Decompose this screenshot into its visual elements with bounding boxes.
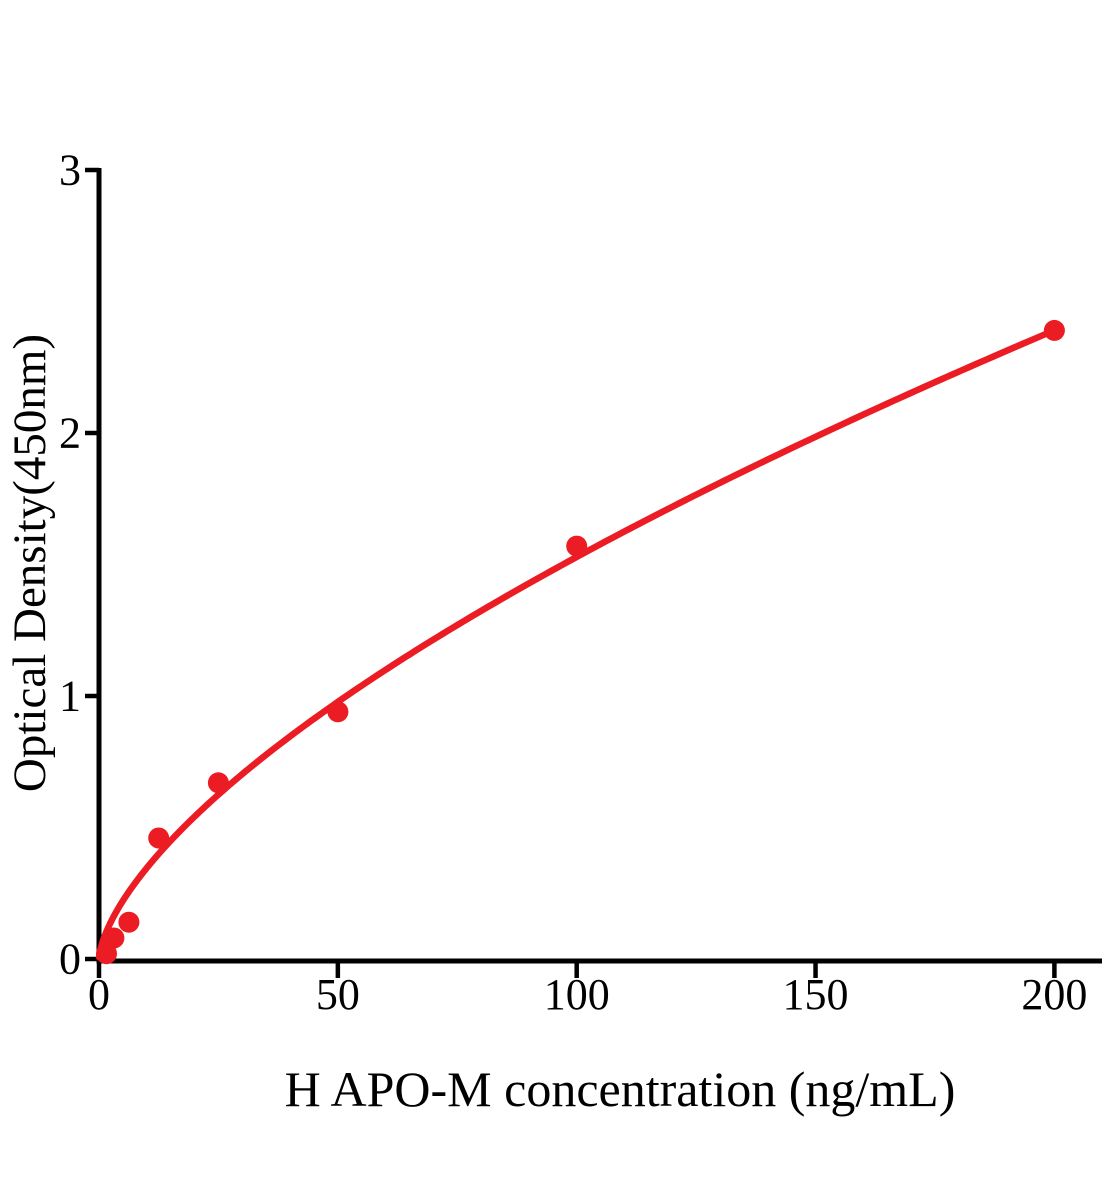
data-point bbox=[566, 535, 588, 557]
y-tick-label: 1 bbox=[59, 672, 81, 721]
data-point bbox=[207, 772, 229, 794]
y-tick-label: 0 bbox=[59, 935, 81, 984]
data-series-layer bbox=[95, 319, 1065, 965]
x-tick-label: 0 bbox=[88, 970, 110, 1019]
x-tick-label: 150 bbox=[783, 970, 849, 1019]
y-tick-label: 3 bbox=[59, 146, 81, 195]
x-tick-label: 200 bbox=[1021, 970, 1087, 1019]
x-axis-label: H APO-M concentration (ng/mL) bbox=[285, 1061, 956, 1117]
data-point bbox=[1043, 319, 1065, 341]
x-tick-label: 100 bbox=[544, 970, 610, 1019]
data-point bbox=[96, 943, 117, 965]
y-tick-label: 2 bbox=[59, 409, 81, 458]
data-point bbox=[118, 911, 140, 933]
y-axis-label: Optical Density(450nm) bbox=[4, 334, 56, 792]
axes-layer: 0 1 2 3 0 50 100 150 200 bbox=[59, 146, 1102, 1019]
x-tick-label: 50 bbox=[316, 970, 360, 1019]
data-point bbox=[148, 827, 170, 849]
data-point bbox=[327, 701, 349, 723]
data-point bbox=[103, 927, 125, 949]
trend-curve bbox=[95, 327, 1058, 961]
